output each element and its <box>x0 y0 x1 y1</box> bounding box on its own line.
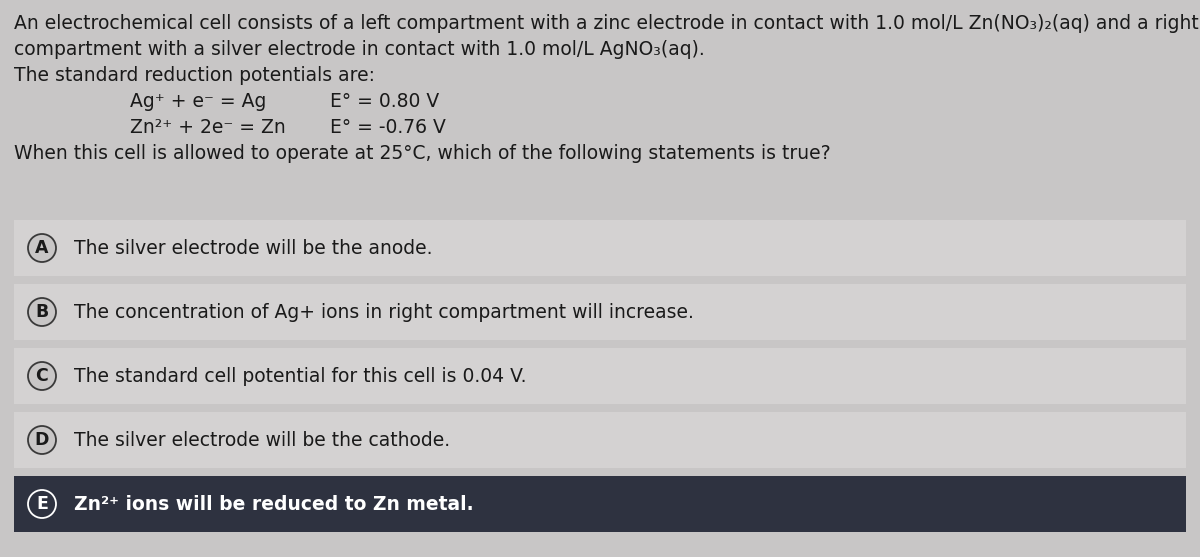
Bar <box>14 220 1186 276</box>
Text: The standard reduction potentials are:: The standard reduction potentials are: <box>14 66 374 85</box>
Bar <box>14 412 1186 468</box>
Text: E: E <box>36 495 48 513</box>
Circle shape <box>28 426 56 454</box>
Text: An electrochemical cell consists of a left compartment with a zinc electrode in : An electrochemical cell consists of a le… <box>14 14 1199 33</box>
Bar <box>14 348 1186 404</box>
Text: Ag⁺ + e⁻ = Ag: Ag⁺ + e⁻ = Ag <box>130 92 266 111</box>
Circle shape <box>28 234 56 262</box>
Text: Zn²⁺ + 2e⁻ = Zn: Zn²⁺ + 2e⁻ = Zn <box>130 118 286 137</box>
Text: E° = -0.76 V: E° = -0.76 V <box>330 118 446 137</box>
Text: When this cell is allowed to operate at 25°C, which of the following statements : When this cell is allowed to operate at … <box>14 144 830 163</box>
Text: A: A <box>35 239 49 257</box>
Bar <box>14 476 1186 532</box>
Text: The standard cell potential for this cell is 0.04 V.: The standard cell potential for this cel… <box>74 367 527 385</box>
Circle shape <box>28 298 56 326</box>
Text: The concentration of Ag+ ions in right compartment will increase.: The concentration of Ag+ ions in right c… <box>74 302 694 321</box>
Circle shape <box>28 490 56 518</box>
Text: B: B <box>35 303 49 321</box>
Text: The silver electrode will be the cathode.: The silver electrode will be the cathode… <box>74 431 450 449</box>
Circle shape <box>28 362 56 390</box>
Text: C: C <box>36 367 48 385</box>
Text: D: D <box>35 431 49 449</box>
Bar <box>14 284 1186 340</box>
Text: compartment with a silver electrode in contact with 1.0 mol/L AgNO₃(aq).: compartment with a silver electrode in c… <box>14 40 704 59</box>
Text: Zn²⁺ ions will be reduced to Zn metal.: Zn²⁺ ions will be reduced to Zn metal. <box>74 495 474 514</box>
Text: The silver electrode will be the anode.: The silver electrode will be the anode. <box>74 238 432 257</box>
Text: E° = 0.80 V: E° = 0.80 V <box>330 92 439 111</box>
